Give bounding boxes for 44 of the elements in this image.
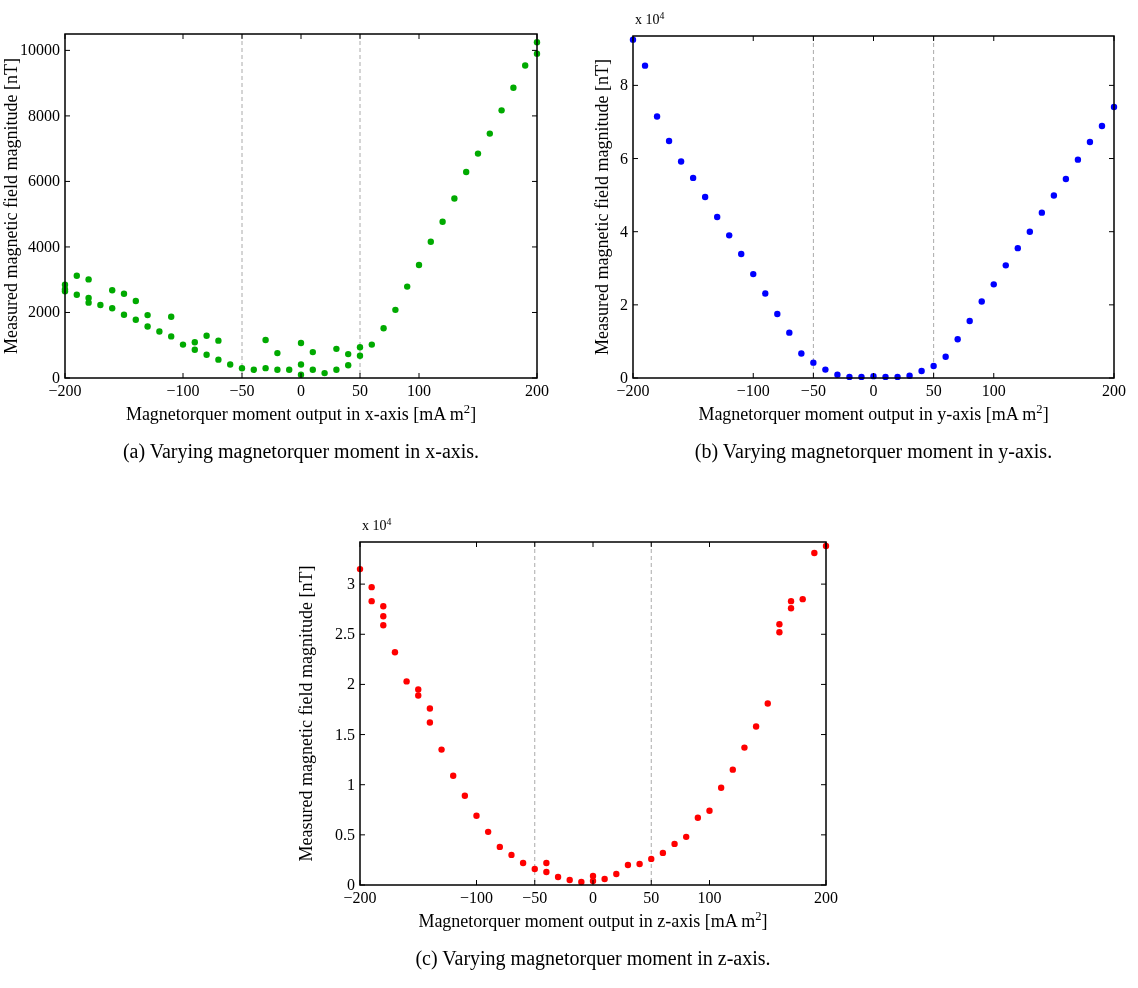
x-axis-title: Magnetorquer moment output in y-axis [mA m$^{2}$] [698,402,1049,424]
y-tick-label: 1.5 [335,725,355,743]
x-tick-label: 100 [981,382,1006,399]
text: x 10$^{4}$ [635,9,665,27]
text: x 10$^{4}$ [362,515,392,533]
x-tick-label: 100 [407,382,431,399]
y-tick-label: 4000 [28,237,60,255]
x-tick-label: 0 [589,889,597,906]
text: (a) Varying magnetorquer moment in x-axis. [122,440,480,463]
y-axis-title: Measured magnetic field magnitude [nT] [296,565,316,862]
y-tick-label: 6 [620,149,628,167]
text: (b) Varying magnetorquer moment in y-axis. [694,440,1053,463]
y-tick-label: 0.5 [335,825,355,843]
x-tick-label: 200 [814,889,838,906]
y-tick-label: 8000 [28,106,60,124]
y-tick-label: 2000 [28,303,60,321]
y-axis-title: Measured magnetic field magnitude [nT] [1,58,21,354]
y-tick-label: 2 [620,295,628,313]
text: (c) Varying magnetorquer moment in z-axis. [415,947,771,970]
x-tick-label: −100 [736,382,770,399]
y-tick-label: 3 [347,575,355,593]
x-tick-label: 200 [1102,382,1126,399]
x-axis-title: Magnetorquer moment output in z-axis [mA m$^{2}$] [418,909,768,931]
x-tick-label: 200 [525,382,549,399]
x-tick-label: 0 [297,382,305,399]
y-tick-label: 2.5 [335,625,355,643]
y-tick-label: 8 [620,76,628,94]
x-tick-label: 100 [697,889,722,906]
y-tick-label: 1 [347,775,355,793]
x-tick-label: −50 [522,889,548,906]
y-tick-label: 6000 [28,172,60,190]
y-tick-label: 2 [347,675,355,693]
x-axis-title: Magnetorquer moment output in x-axis [mA m$^{2}$] [125,402,477,424]
x-tick-label: 50 [925,382,942,399]
x-tick-label: −50 [800,382,826,399]
x-tick-label: −100 [166,382,200,399]
x-tick-label: 50 [352,382,368,399]
x-tick-label: −50 [229,382,255,399]
y-tick-label: 10000 [20,41,60,59]
x-tick-label: −100 [459,889,494,906]
x-tick-label: 50 [643,889,660,906]
y-axis-title: Measured magnetic field magnitude [nT] [592,59,612,355]
y-tick-label: 4 [620,222,628,240]
x-tick-label: 0 [869,382,878,399]
